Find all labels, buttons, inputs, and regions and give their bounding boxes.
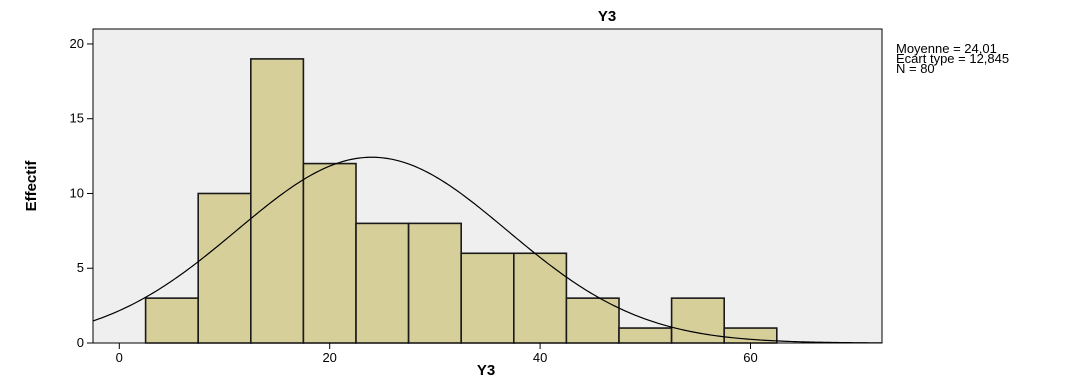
- chart-title: Y3: [598, 8, 616, 25]
- axes-layer: 0 5 10 15 20 0 20 40 60: [70, 36, 758, 365]
- histogram-bar: [618, 327, 673, 344]
- stats-box: Moyenne = 24,01 Ecart type = 12,845 N = …: [896, 41, 1009, 76]
- histogram-bar: [460, 252, 515, 344]
- stats-mean: Moyenne = 24,01: [896, 41, 997, 56]
- y-tick-label: 15: [70, 111, 84, 126]
- x-tick-label: 40: [533, 350, 547, 365]
- histogram-bar: [197, 192, 252, 344]
- x-tick-label: 60: [743, 350, 757, 365]
- histogram-bar: [565, 297, 620, 344]
- y-axis-title: Effectif: [23, 160, 40, 212]
- x-tick-label: 20: [322, 350, 336, 365]
- stats-n: N = 80: [896, 61, 935, 76]
- x-axis-title: Y3: [477, 362, 495, 378]
- normal-curve: [92, 156, 883, 344]
- x-tick-label: 0: [116, 350, 123, 365]
- histogram-bar: [144, 297, 200, 344]
- y-tick-label: 10: [70, 185, 84, 200]
- histogram-bar: [250, 58, 305, 344]
- histogram-bar: [355, 222, 410, 344]
- y-tick-label: 20: [70, 36, 84, 51]
- y-tick-label: 5: [77, 260, 84, 275]
- histogram-bar: [302, 162, 357, 344]
- histogram-bar: [407, 222, 463, 344]
- y-tick-label: 0: [77, 335, 84, 350]
- bars-layer: [144, 58, 778, 344]
- histogram-bar: [512, 252, 568, 344]
- stats-sd: Ecart type = 12,845: [896, 51, 1009, 66]
